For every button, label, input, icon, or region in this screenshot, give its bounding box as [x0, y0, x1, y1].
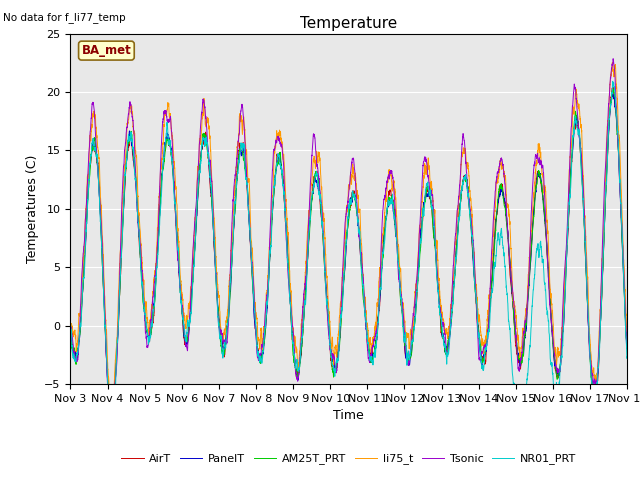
NR01_PRT [443, 358, 451, 363]
Title: Temperature: Temperature [300, 16, 397, 31]
PanelT [67, 334, 74, 340]
PanelT [104, 387, 112, 393]
Tsonic [623, 342, 631, 348]
NR01_PRT [474, 324, 481, 330]
AirT [609, 84, 617, 90]
Tsonic [609, 56, 617, 61]
AM25T_PRT [67, 339, 74, 345]
Tsonic [506, 252, 513, 258]
AirT [474, 323, 481, 329]
li75_t [443, 326, 451, 332]
AirT [67, 327, 74, 333]
li75_t [506, 214, 513, 219]
Text: No data for f_li77_temp: No data for f_li77_temp [3, 12, 126, 23]
NR01_PRT [328, 362, 336, 368]
Line: AM25T_PRT: AM25T_PRT [70, 89, 627, 390]
PanelT [623, 342, 630, 348]
Tsonic [167, 116, 175, 121]
NR01_PRT [506, 322, 513, 327]
PanelT [609, 91, 616, 96]
Line: AirT: AirT [70, 87, 627, 390]
NR01_PRT [104, 387, 112, 393]
AirT [623, 341, 630, 347]
AM25T_PRT [328, 365, 336, 371]
AM25T_PRT [506, 249, 513, 254]
AirT [443, 350, 451, 356]
AM25T_PRT [623, 338, 630, 344]
NR01_PRT [623, 353, 631, 359]
Y-axis label: Temperatures (C): Temperatures (C) [26, 155, 39, 263]
NR01_PRT [623, 352, 630, 358]
NR01_PRT [67, 319, 74, 324]
AM25T_PRT [609, 86, 617, 92]
Line: PanelT: PanelT [70, 94, 627, 390]
Tsonic [104, 387, 112, 393]
AirT [167, 144, 175, 150]
PanelT [474, 318, 481, 324]
PanelT [623, 346, 631, 352]
Tsonic [623, 337, 630, 343]
AM25T_PRT [443, 347, 451, 352]
li75_t [67, 327, 74, 333]
AirT [328, 364, 336, 370]
AM25T_PRT [623, 342, 631, 348]
Line: NR01_PRT: NR01_PRT [70, 81, 627, 390]
Legend: AirT, PanelT, AM25T_PRT, li75_t, Tsonic, NR01_PRT: AirT, PanelT, AM25T_PRT, li75_t, Tsonic,… [117, 449, 580, 469]
Tsonic [443, 351, 451, 357]
li75_t [167, 114, 175, 120]
Line: li75_t: li75_t [70, 62, 627, 390]
AM25T_PRT [167, 144, 175, 149]
AM25T_PRT [105, 387, 113, 393]
PanelT [506, 249, 513, 255]
li75_t [106, 387, 113, 393]
Line: Tsonic: Tsonic [70, 59, 627, 390]
PanelT [443, 343, 451, 349]
li75_t [623, 324, 631, 330]
PanelT [167, 145, 175, 151]
AM25T_PRT [474, 321, 481, 327]
AirT [104, 387, 112, 393]
AirT [506, 260, 513, 265]
NR01_PRT [609, 78, 616, 84]
li75_t [328, 341, 336, 347]
li75_t [474, 307, 481, 312]
X-axis label: Time: Time [333, 409, 364, 422]
li75_t [623, 327, 630, 333]
PanelT [328, 356, 336, 361]
li75_t [609, 60, 616, 65]
Tsonic [67, 324, 74, 330]
NR01_PRT [167, 144, 175, 150]
Tsonic [328, 355, 336, 360]
Text: BA_met: BA_met [81, 44, 131, 57]
Tsonic [474, 331, 481, 337]
AirT [623, 344, 631, 349]
